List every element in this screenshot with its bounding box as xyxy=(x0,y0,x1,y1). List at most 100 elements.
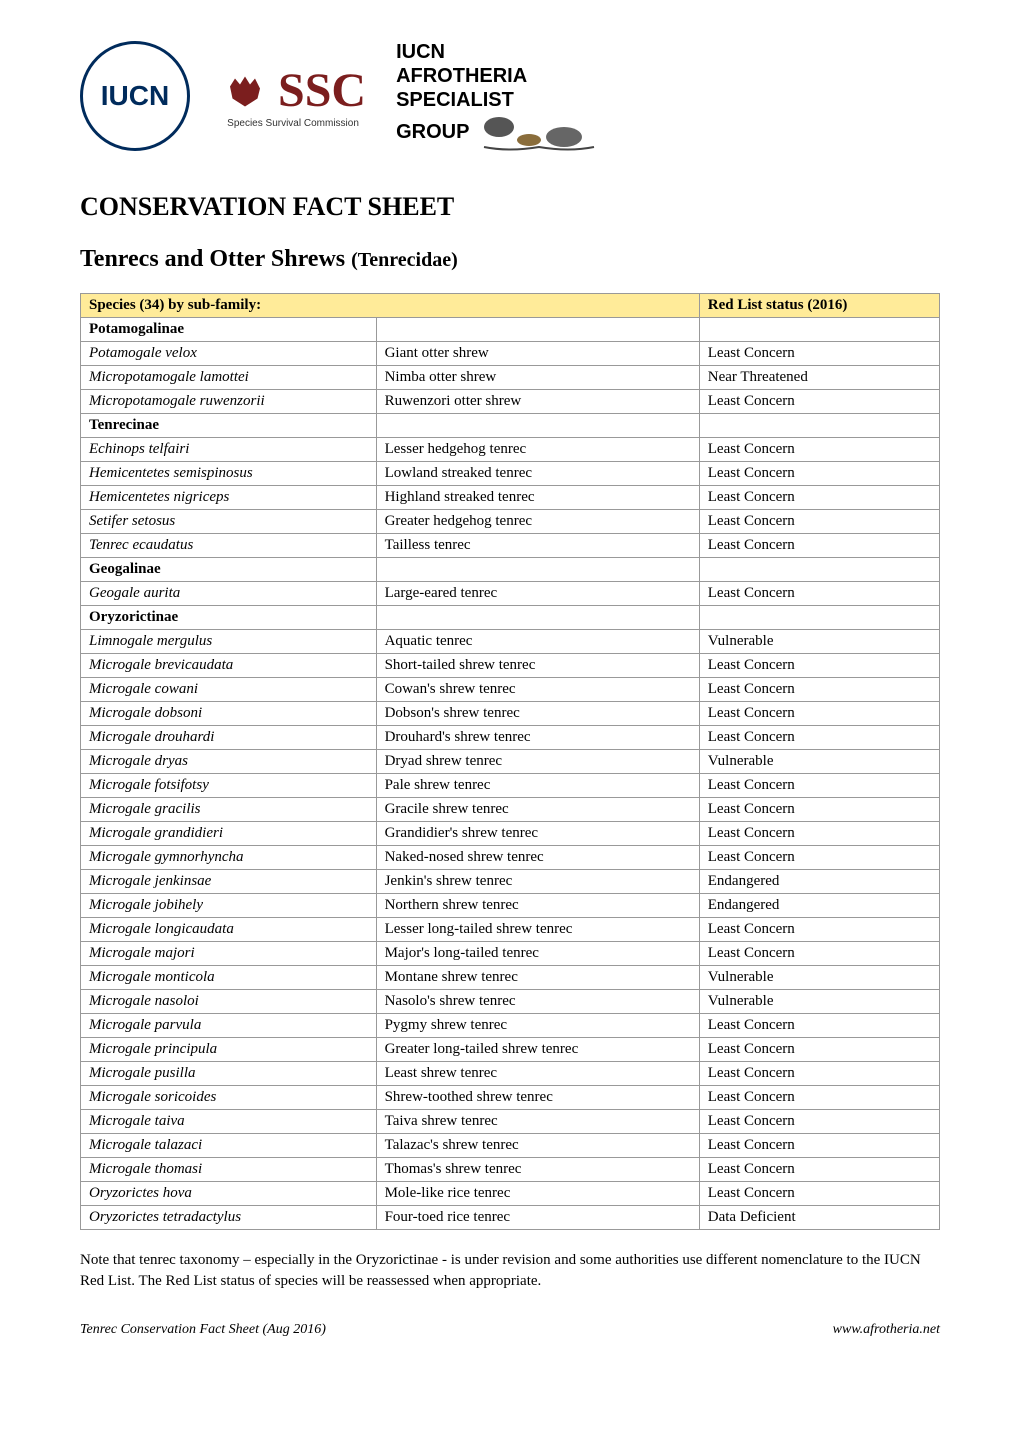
species-latin: Microgale soricoides xyxy=(81,1086,377,1110)
species-common: Mole-like rice tenrec xyxy=(376,1182,699,1206)
species-latin: Microgale parvula xyxy=(81,1014,377,1038)
species-row: Microgale dryasDryad shrew tenrecVulnera… xyxy=(81,750,940,774)
species-row: Microgale parvulaPygmy shrew tenrecLeast… xyxy=(81,1014,940,1038)
species-latin: Microgale talazaci xyxy=(81,1134,377,1158)
species-row: Microgale principulaGreater long-tailed … xyxy=(81,1038,940,1062)
species-latin: Microgale principula xyxy=(81,1038,377,1062)
species-status: Least Concern xyxy=(699,1038,939,1062)
species-latin: Microgale thomasi xyxy=(81,1158,377,1182)
paw-icon xyxy=(220,71,270,111)
species-latin: Oryzorictes tetradactylus xyxy=(81,1206,377,1230)
species-common: Short-tailed shrew tenrec xyxy=(376,654,699,678)
species-status: Least Concern xyxy=(699,1014,939,1038)
species-row: Oryzorictes hovaMole-like rice tenrecLea… xyxy=(81,1182,940,1206)
species-common: Gracile shrew tenrec xyxy=(376,798,699,822)
header-species: Species (34) by sub-family: xyxy=(81,294,700,318)
species-common: Least shrew tenrec xyxy=(376,1062,699,1086)
species-status: Least Concern xyxy=(699,438,939,462)
species-table: Species (34) by sub-family:Red List stat… xyxy=(80,293,940,1230)
species-row: Microgale drouhardiDrouhard's shrew tenr… xyxy=(81,726,940,750)
species-common: Jenkin's shrew tenrec xyxy=(376,870,699,894)
subfamily-row: Oryzorictinae xyxy=(81,606,940,630)
species-status: Least Concern xyxy=(699,654,939,678)
afrotheria-text-line4: GROUP xyxy=(396,120,469,144)
species-row: Potamogale veloxGiant otter shrewLeast C… xyxy=(81,342,940,366)
afrotheria-text-line3: SPECIALIST xyxy=(396,88,599,112)
footer-right: www.afrotheria.net xyxy=(833,1322,940,1338)
species-row: Microgale longicaudataLesser long-tailed… xyxy=(81,918,940,942)
species-status: Least Concern xyxy=(699,1182,939,1206)
species-latin: Microgale brevicaudata xyxy=(81,654,377,678)
species-latin: Microgale monticola xyxy=(81,966,377,990)
species-latin: Potamogale velox xyxy=(81,342,377,366)
ssc-logo-text: SSC xyxy=(278,63,366,118)
species-status: Least Concern xyxy=(699,1110,939,1134)
subfamily-empty xyxy=(699,558,939,582)
subfamily-empty xyxy=(376,318,699,342)
species-status: Least Concern xyxy=(699,798,939,822)
species-row: Microgale thomasiThomas's shrew tenrecLe… xyxy=(81,1158,940,1182)
species-status: Least Concern xyxy=(699,774,939,798)
species-latin: Micropotamogale lamottei xyxy=(81,366,377,390)
subfamily-empty xyxy=(699,606,939,630)
species-status: Endangered xyxy=(699,894,939,918)
page-footer: Tenrec Conservation Fact Sheet (Aug 2016… xyxy=(80,1322,940,1338)
species-latin: Microgale taiva xyxy=(81,1110,377,1134)
species-common: Large-eared tenrec xyxy=(376,582,699,606)
species-latin: Microgale majori xyxy=(81,942,377,966)
species-common: Lowland streaked tenrec xyxy=(376,462,699,486)
species-common: Naked-nosed shrew tenrec xyxy=(376,846,699,870)
species-status: Least Concern xyxy=(699,486,939,510)
ssc-logo-subtitle: Species Survival Commission xyxy=(227,118,359,129)
subtitle-family: (Tenrecidae) xyxy=(351,249,458,271)
species-row: Echinops telfairiLesser hedgehog tenrecL… xyxy=(81,438,940,462)
species-status: Least Concern xyxy=(699,1086,939,1110)
species-common: Talazac's shrew tenrec xyxy=(376,1134,699,1158)
species-latin: Microgale jobihely xyxy=(81,894,377,918)
ssc-logo-main: SSC xyxy=(220,63,366,118)
species-latin: Microgale cowani xyxy=(81,678,377,702)
ssc-logo: SSC Species Survival Commission xyxy=(220,63,366,129)
subfamily-empty xyxy=(699,318,939,342)
species-status: Vulnerable xyxy=(699,990,939,1014)
species-latin: Oryzorictes hova xyxy=(81,1182,377,1206)
species-row: Microgale jenkinsaeJenkin's shrew tenrec… xyxy=(81,870,940,894)
species-status: Least Concern xyxy=(699,1134,939,1158)
species-status: Vulnerable xyxy=(699,966,939,990)
species-common: Dobson's shrew tenrec xyxy=(376,702,699,726)
species-common: Shrew-toothed shrew tenrec xyxy=(376,1086,699,1110)
species-row: Microgale nasoloiNasolo's shrew tenrecVu… xyxy=(81,990,940,1014)
animals-icon xyxy=(479,112,599,152)
species-latin: Microgale longicaudata xyxy=(81,918,377,942)
species-status: Least Concern xyxy=(699,390,939,414)
subtitle-main: Tenrecs and Otter Shrews xyxy=(80,246,351,272)
species-latin: Geogale aurita xyxy=(81,582,377,606)
species-latin: Setifer setosus xyxy=(81,510,377,534)
species-common: Dryad shrew tenrec xyxy=(376,750,699,774)
subfamily-name: Geogalinae xyxy=(81,558,377,582)
species-common: Pale shrew tenrec xyxy=(376,774,699,798)
species-common: Tailless tenrec xyxy=(376,534,699,558)
species-row: Tenrec ecaudatusTailless tenrecLeast Con… xyxy=(81,534,940,558)
species-common: Grandidier's shrew tenrec xyxy=(376,822,699,846)
species-row: Geogale auritaLarge-eared tenrecLeast Co… xyxy=(81,582,940,606)
species-row: Microgale dobsoniDobson's shrew tenrecLe… xyxy=(81,702,940,726)
species-common: Lesser hedgehog tenrec xyxy=(376,438,699,462)
species-common: Greater hedgehog tenrec xyxy=(376,510,699,534)
species-row: Hemicentetes semispinosusLowland streake… xyxy=(81,462,940,486)
species-latin: Microgale dobsoni xyxy=(81,702,377,726)
species-common: Highland streaked tenrec xyxy=(376,486,699,510)
species-status: Vulnerable xyxy=(699,630,939,654)
species-row: Microgale jobihelyNorthern shrew tenrecE… xyxy=(81,894,940,918)
species-common: Ruwenzori otter shrew xyxy=(376,390,699,414)
species-row: Setifer setosusGreater hedgehog tenrecLe… xyxy=(81,510,940,534)
species-latin: Microgale drouhardi xyxy=(81,726,377,750)
species-latin: Limnogale mergulus xyxy=(81,630,377,654)
species-common: Aquatic tenrec xyxy=(376,630,699,654)
species-row: Microgale fotsifotsyPale shrew tenrecLea… xyxy=(81,774,940,798)
species-row: Microgale cowaniCowan's shrew tenrecLeas… xyxy=(81,678,940,702)
species-row: Microgale gymnorhynchaNaked-nosed shrew … xyxy=(81,846,940,870)
page-subtitle: Tenrecs and Otter Shrews (Tenrecidae) xyxy=(80,246,940,273)
species-latin: Hemicentetes semispinosus xyxy=(81,462,377,486)
species-status: Least Concern xyxy=(699,1062,939,1086)
